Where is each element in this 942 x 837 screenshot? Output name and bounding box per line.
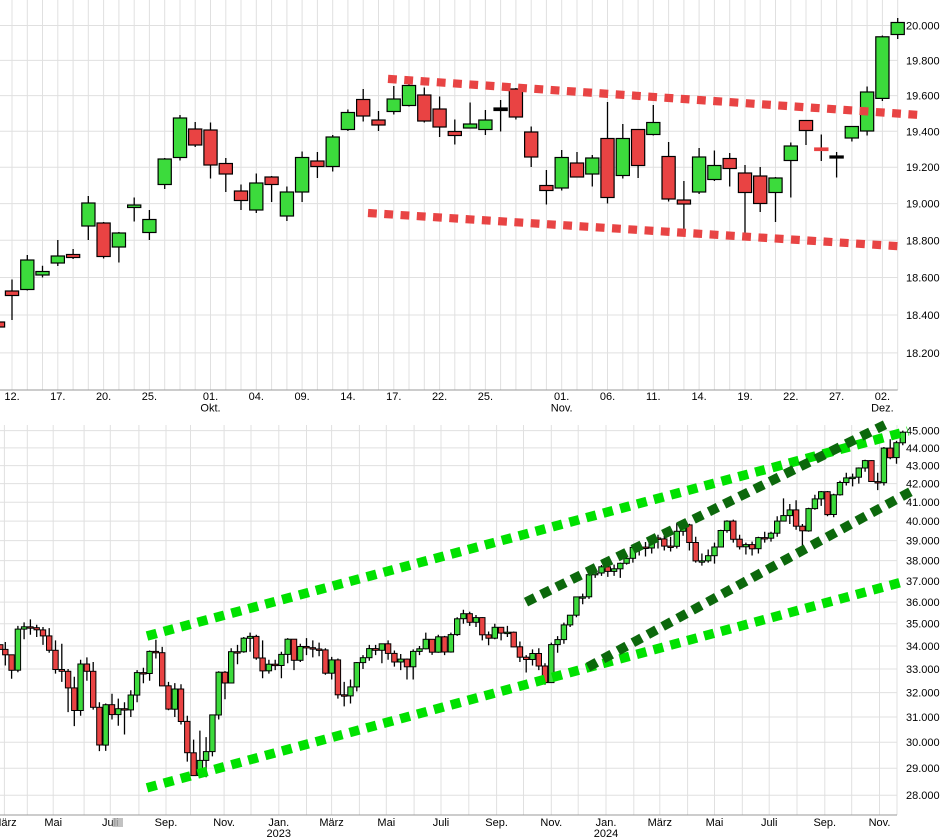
svg-text:04.: 04. [249, 391, 264, 403]
svg-text:29.000: 29.000 [906, 763, 940, 775]
svg-text:39.000: 39.000 [906, 536, 940, 548]
svg-text:März: März [648, 817, 672, 829]
svg-text:11.: 11. [646, 391, 660, 403]
svg-text:19.400: 19.400 [906, 126, 940, 138]
svg-text:20.000: 20.000 [906, 21, 940, 33]
svg-text:Juli: Juli [761, 817, 778, 829]
svg-text:18.600: 18.600 [906, 273, 940, 285]
svg-text:20.: 20. [96, 391, 111, 403]
svg-text:32.000: 32.000 [906, 688, 940, 700]
svg-text:37.000: 37.000 [906, 576, 940, 588]
svg-text:Sep.: Sep. [813, 817, 836, 829]
svg-text:28.000: 28.000 [906, 790, 940, 802]
svg-text:19.000: 19.000 [906, 199, 940, 211]
svg-text:01.: 01. [203, 391, 218, 403]
svg-text:25.: 25. [142, 391, 157, 403]
svg-text:34.000: 34.000 [906, 641, 940, 653]
svg-text:März: März [319, 817, 343, 829]
svg-text:19.600: 19.600 [906, 91, 940, 103]
svg-text:42.000: 42.000 [906, 479, 940, 491]
svg-text:18.200: 18.200 [906, 348, 940, 360]
svg-text:Jan.: Jan. [596, 817, 617, 829]
svg-text:19.800: 19.800 [906, 55, 940, 67]
svg-text:09.: 09. [294, 391, 309, 403]
svg-text:Sep.: Sep. [485, 817, 508, 829]
svg-text:44.000: 44.000 [906, 443, 940, 455]
svg-text:43.000: 43.000 [906, 461, 940, 473]
svg-text:31.000: 31.000 [906, 712, 940, 724]
svg-text:06.: 06. [600, 391, 615, 403]
svg-text:Okt.: Okt. [200, 403, 220, 415]
svg-text:22.: 22. [783, 391, 798, 403]
svg-text:38.000: 38.000 [906, 556, 940, 568]
svg-text:45.000: 45.000 [906, 426, 940, 438]
svg-text:Mai: Mai [706, 817, 724, 829]
svg-text:Mai: Mai [377, 817, 395, 829]
svg-text:14.: 14. [691, 391, 706, 403]
svg-text:Juli: Juli [433, 817, 450, 829]
svg-text:Nov.: Nov. [540, 817, 562, 829]
svg-text:Nov.: Nov. [213, 817, 235, 829]
svg-text:17.: 17. [50, 391, 65, 403]
svg-text:02.: 02. [875, 391, 890, 403]
svg-text:2023: 2023 [267, 828, 291, 837]
svg-text:Sep.: Sep. [155, 817, 178, 829]
svg-text:März: März [0, 817, 17, 829]
svg-text:Nov.: Nov. [869, 817, 891, 829]
svg-text:41.000: 41.000 [906, 497, 940, 509]
svg-text:Jan.: Jan. [268, 817, 289, 829]
svg-text:33.000: 33.000 [906, 664, 940, 676]
svg-text:30.000: 30.000 [906, 737, 940, 749]
svg-text:18.400: 18.400 [906, 310, 940, 322]
svg-text:25.: 25. [478, 391, 493, 403]
svg-text:19.200: 19.200 [906, 162, 940, 174]
svg-text:Mai: Mai [44, 817, 62, 829]
svg-text:2024: 2024 [594, 828, 618, 837]
svg-text:12.: 12. [4, 391, 19, 403]
svg-text:40.000: 40.000 [906, 516, 940, 528]
svg-text:14.: 14. [340, 391, 355, 403]
svg-text:27.: 27. [829, 391, 844, 403]
svg-text:35.000: 35.000 [906, 619, 940, 631]
svg-text:36.000: 36.000 [906, 597, 940, 609]
svg-text:18.800: 18.800 [906, 235, 940, 247]
svg-text:17.: 17. [386, 391, 401, 403]
svg-text:01.: 01. [554, 391, 569, 403]
svg-text:Dez.: Dez. [871, 403, 894, 415]
svg-text:22.: 22. [432, 391, 447, 403]
svg-text:Nov.: Nov. [551, 403, 573, 415]
svg-text:19.: 19. [737, 391, 752, 403]
